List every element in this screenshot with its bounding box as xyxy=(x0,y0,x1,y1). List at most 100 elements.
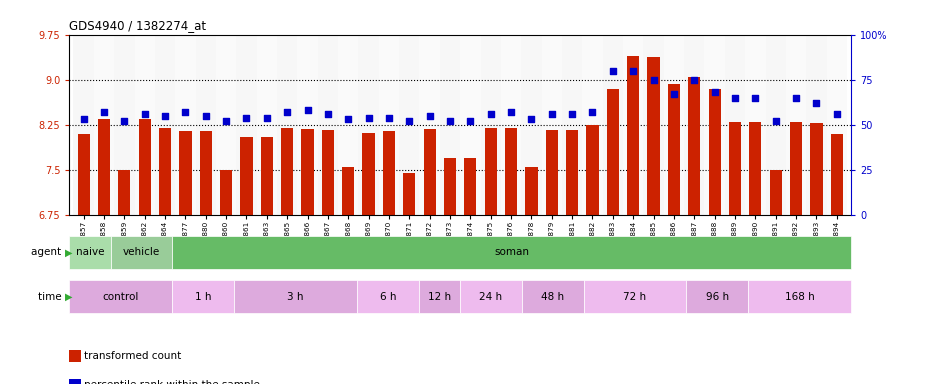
Point xyxy=(545,111,560,117)
Bar xyxy=(746,35,766,215)
Bar xyxy=(297,35,317,215)
Bar xyxy=(542,35,562,215)
Bar xyxy=(73,35,93,215)
Bar xyxy=(461,280,522,313)
Bar xyxy=(172,280,234,313)
Bar xyxy=(485,128,497,215)
Bar xyxy=(607,89,619,215)
Point xyxy=(565,111,580,117)
Bar xyxy=(748,280,851,313)
Point xyxy=(586,109,600,115)
Bar xyxy=(179,131,191,215)
Point xyxy=(96,109,111,115)
Bar xyxy=(749,122,761,215)
Point xyxy=(463,118,478,124)
Text: time: time xyxy=(38,291,65,302)
Point xyxy=(320,111,335,117)
Text: vehicle: vehicle xyxy=(123,247,160,258)
Point xyxy=(279,109,294,115)
Point xyxy=(198,113,213,119)
Bar xyxy=(644,35,664,215)
Point xyxy=(300,107,314,113)
Bar xyxy=(403,173,415,215)
Bar xyxy=(154,35,175,215)
Bar xyxy=(383,131,395,215)
Bar xyxy=(810,123,822,215)
Text: 12 h: 12 h xyxy=(428,291,451,302)
Bar xyxy=(464,158,476,215)
Text: transformed count: transformed count xyxy=(84,351,181,361)
Text: 168 h: 168 h xyxy=(784,291,814,302)
Point xyxy=(157,113,172,119)
Bar xyxy=(439,35,460,215)
Bar xyxy=(200,131,212,215)
Bar xyxy=(786,35,807,215)
Bar xyxy=(98,119,110,215)
Bar xyxy=(261,137,273,215)
Bar xyxy=(399,35,419,215)
Point xyxy=(259,114,274,121)
Point xyxy=(422,113,437,119)
Point xyxy=(361,114,376,121)
Bar xyxy=(566,130,578,215)
Bar xyxy=(357,280,419,313)
Text: 48 h: 48 h xyxy=(541,291,564,302)
Bar xyxy=(686,280,748,313)
Text: agent: agent xyxy=(31,247,65,258)
Point xyxy=(769,118,783,124)
Point xyxy=(401,118,416,124)
Point xyxy=(484,111,499,117)
Point xyxy=(442,118,457,124)
Bar xyxy=(705,35,725,215)
Bar xyxy=(684,35,705,215)
Bar xyxy=(770,170,782,215)
Bar xyxy=(725,35,746,215)
Bar xyxy=(338,35,358,215)
Bar xyxy=(729,122,741,215)
Point xyxy=(524,116,539,122)
Bar xyxy=(505,128,517,215)
Point xyxy=(381,114,396,121)
Point xyxy=(748,95,763,101)
Bar xyxy=(623,35,644,215)
Point xyxy=(830,111,845,117)
Bar xyxy=(236,35,256,215)
Bar xyxy=(603,35,623,215)
Text: 72 h: 72 h xyxy=(623,291,647,302)
Bar xyxy=(342,167,354,215)
Point xyxy=(239,114,253,121)
Bar xyxy=(69,236,110,269)
Point xyxy=(626,68,641,74)
Bar xyxy=(358,35,378,215)
Text: naive: naive xyxy=(76,247,105,258)
Bar xyxy=(664,35,684,215)
Point xyxy=(504,109,519,115)
Bar xyxy=(444,158,456,215)
Bar xyxy=(419,280,461,313)
Bar xyxy=(522,280,584,313)
Bar xyxy=(172,236,851,269)
Point xyxy=(117,118,131,124)
Bar xyxy=(69,280,172,313)
Bar xyxy=(584,280,686,313)
Bar xyxy=(134,35,154,215)
Bar xyxy=(139,119,151,215)
Point xyxy=(708,89,722,95)
Text: 24 h: 24 h xyxy=(479,291,502,302)
Bar xyxy=(546,130,558,215)
Point xyxy=(667,91,682,97)
Point xyxy=(137,111,152,117)
Bar xyxy=(648,57,660,215)
Point xyxy=(789,95,804,101)
Bar xyxy=(709,89,721,215)
Bar xyxy=(790,122,802,215)
Text: percentile rank within the sample: percentile rank within the sample xyxy=(84,380,260,384)
Bar xyxy=(277,35,297,215)
Bar xyxy=(766,35,786,215)
Bar xyxy=(78,134,90,215)
Point xyxy=(809,100,824,106)
Point xyxy=(178,109,192,115)
Bar xyxy=(240,137,253,215)
Bar xyxy=(317,35,338,215)
Bar xyxy=(562,35,583,215)
